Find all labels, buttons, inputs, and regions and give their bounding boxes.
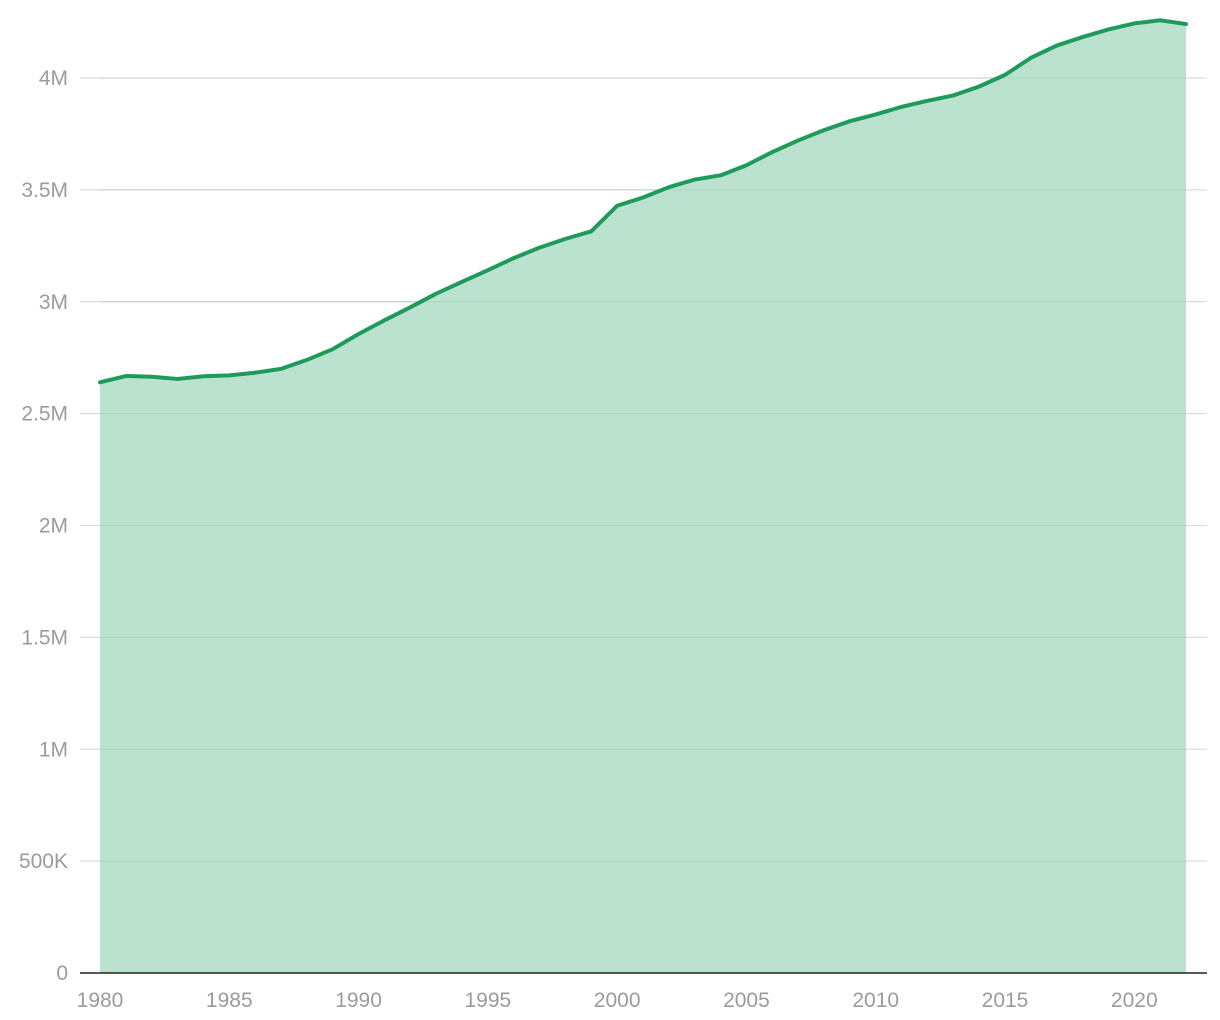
x-tick-label: 1990	[335, 989, 382, 1012]
y-tick-label: 2M	[39, 515, 68, 538]
y-tick-label: 500K	[19, 850, 68, 873]
x-tick-label: 1985	[206, 989, 253, 1012]
x-tick-label: 2020	[1111, 989, 1158, 1012]
x-tick-label: 2005	[723, 989, 770, 1012]
x-tick-label: 2000	[594, 989, 641, 1012]
x-axis-tick-labels: 1980 1985 1990 1995 2000 2005 2010 2015 2020	[77, 989, 1158, 1012]
y-tick-label: 0	[56, 962, 68, 985]
x-tick-label: 1980	[77, 989, 124, 1012]
y-tick-label: 3M	[39, 291, 68, 314]
x-tick-label: 2015	[982, 989, 1029, 1012]
series-line	[98, 18, 1188, 385]
y-axis-tick-labels: 0 500K 1M 1.5M 2M 2.5M 3M 3.5M 4M	[19, 67, 68, 985]
y-tick-label: 4M	[39, 67, 68, 90]
y-tick-label: 1.5M	[21, 626, 68, 649]
area-fill	[100, 20, 1186, 973]
x-tick-label: 1995	[464, 989, 511, 1012]
y-tick-label: 1M	[39, 738, 68, 761]
y-tick-label: 2.5M	[21, 403, 68, 426]
y-tick-label: 3.5M	[21, 179, 68, 202]
x-tick-label: 2010	[852, 989, 899, 1012]
area-series	[98, 18, 1188, 973]
